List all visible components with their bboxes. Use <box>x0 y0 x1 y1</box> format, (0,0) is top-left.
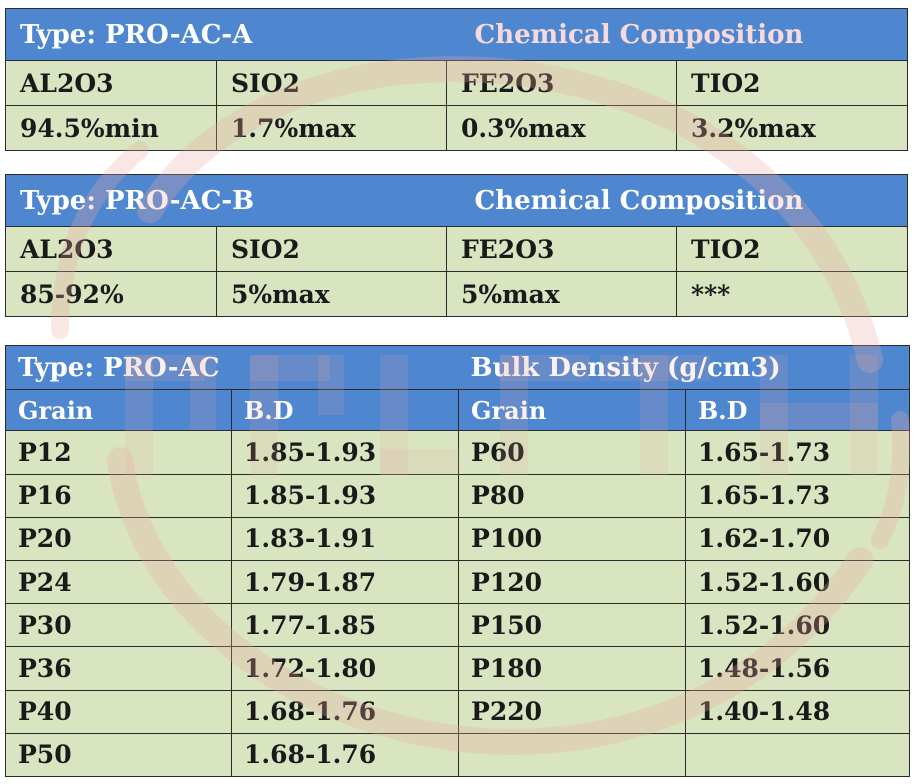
grain-cell: P16 <box>5 473 232 518</box>
table-cell: 5%max <box>446 271 677 317</box>
column-header-row: Grain B.D Grain B.D <box>5 389 911 432</box>
table-header-row: Type: PRO-AC Bulk Density (g/cm3) <box>4 344 911 391</box>
table-row: 85-92% 5%max 5%max *** <box>5 271 909 317</box>
grain-cell: P60 <box>458 430 687 475</box>
column-header: B.D <box>685 389 911 432</box>
section-label: Bulk Density (g/cm3) <box>458 344 911 391</box>
section-label: Chemical Composition <box>446 8 909 61</box>
section-label: Chemical Composition <box>446 174 909 227</box>
table-header-row: Type: PRO-AC-B Chemical Composition <box>5 174 909 227</box>
grain-cell: P120 <box>458 559 687 605</box>
bulk-density-cell: 1.83-1.91 <box>230 516 460 561</box>
column-header: TIO2 <box>675 226 909 272</box>
table-row: P40 1.68-1.76 P220 1.40-1.48 <box>5 689 911 734</box>
column-header: SIO2 <box>215 60 448 106</box>
grain-cell: P220 <box>458 689 687 734</box>
bulk-density-cell: 1.52-1.60 <box>685 603 911 648</box>
column-header: B.D <box>230 389 460 432</box>
column-header: TIO2 <box>676 60 909 106</box>
grain-cell: P36 <box>5 646 232 691</box>
table-cell: 5%max <box>216 271 447 317</box>
bulk-density-rows: P12 1.85-1.93 P60 1.65-1.73 P16 1.85-1.93 P80 1… <box>5 430 911 778</box>
grain-cell: P50 <box>5 732 232 778</box>
bulk-density-cell <box>685 732 911 778</box>
grain-cell: P12 <box>5 430 232 475</box>
grain-cell: P100 <box>458 516 687 561</box>
table-cell: 0.3%max <box>446 105 678 151</box>
table-row: P50 1.68-1.76 <box>5 732 911 778</box>
table-cell: 94.5%min <box>5 105 217 151</box>
bulk-density-cell: 1.85-1.93 <box>230 430 460 475</box>
bulk-density-cell: 1.72-1.80 <box>230 646 460 691</box>
bulk-density-cell: 1.65-1.73 <box>685 430 911 475</box>
column-header: Grain <box>5 389 232 432</box>
column-header: AL2O3 <box>5 60 217 106</box>
bulk-density-cell: 1.85-1.93 <box>230 473 460 518</box>
bulk-density-cell: 1.48-1.56 <box>685 646 911 691</box>
composition-table-a: Type: PRO-AC-A Chemical Composition AL2O… <box>4 8 909 151</box>
column-header: FE2O3 <box>446 60 678 106</box>
column-header-row: AL2O3 SIO2 FE2O3 TIO2 <box>5 226 909 272</box>
bulk-density-cell: 1.68-1.76 <box>230 732 460 778</box>
composition-table-b: Type: PRO-AC-B Chemical Composition AL2O… <box>5 174 909 317</box>
table-row: P36 1.72-1.80 P180 1.48-1.56 <box>5 646 911 691</box>
column-header: FE2O3 <box>446 226 677 272</box>
table-row: 94.5%min 1.7%max 0.3%max 3.2%max <box>5 105 909 151</box>
column-header: Grain <box>458 389 687 432</box>
bulk-density-table: Type: PRO-AC Bulk Density (g/cm3) Grain … <box>4 344 911 778</box>
table-row: P20 1.83-1.91 P100 1.62-1.70 <box>5 516 911 561</box>
grain-cell: P24 <box>5 559 232 605</box>
table-row: P12 1.85-1.93 P60 1.65-1.73 <box>5 430 911 475</box>
table-cell: *** <box>675 271 909 317</box>
bulk-density-cell: 1.52-1.60 <box>685 559 911 605</box>
bulk-density-cell: 1.65-1.73 <box>685 473 911 518</box>
grain-cell: P80 <box>458 473 687 518</box>
bulk-density-cell: 1.68-1.76 <box>230 689 460 734</box>
column-header: AL2O3 <box>5 226 217 272</box>
table-cell: 1.7%max <box>215 105 448 151</box>
grain-cell: P180 <box>458 646 687 691</box>
bulk-density-cell: 1.77-1.85 <box>230 603 460 648</box>
table-row: P24 1.79-1.87 P120 1.52-1.60 <box>5 559 911 605</box>
table-row: P30 1.77-1.85 P150 1.52-1.60 <box>5 603 911 648</box>
bulk-density-cell: 1.62-1.70 <box>685 516 911 561</box>
type-label: Type: PRO-AC-B <box>5 174 447 227</box>
grain-cell: P20 <box>5 516 232 561</box>
table-row: P16 1.85-1.93 P80 1.65-1.73 <box>5 473 911 518</box>
type-label: Type: PRO-AC <box>4 344 459 391</box>
grain-cell <box>458 732 687 778</box>
bulk-density-cell: 1.40-1.48 <box>685 689 911 734</box>
type-label: Type: PRO-AC-A <box>4 8 447 61</box>
table-header-row: Type: PRO-AC-A Chemical Composition <box>4 8 909 61</box>
column-header-row: AL2O3 SIO2 FE2O3 TIO2 <box>5 60 909 106</box>
grain-cell: P30 <box>5 603 232 648</box>
bulk-density-cell: 1.79-1.87 <box>230 559 460 605</box>
grain-cell: P150 <box>458 603 687 648</box>
table-cell: 3.2%max <box>676 105 909 151</box>
column-header: SIO2 <box>216 226 447 272</box>
grain-cell: P40 <box>5 689 232 734</box>
table-cell: 85-92% <box>5 271 217 317</box>
